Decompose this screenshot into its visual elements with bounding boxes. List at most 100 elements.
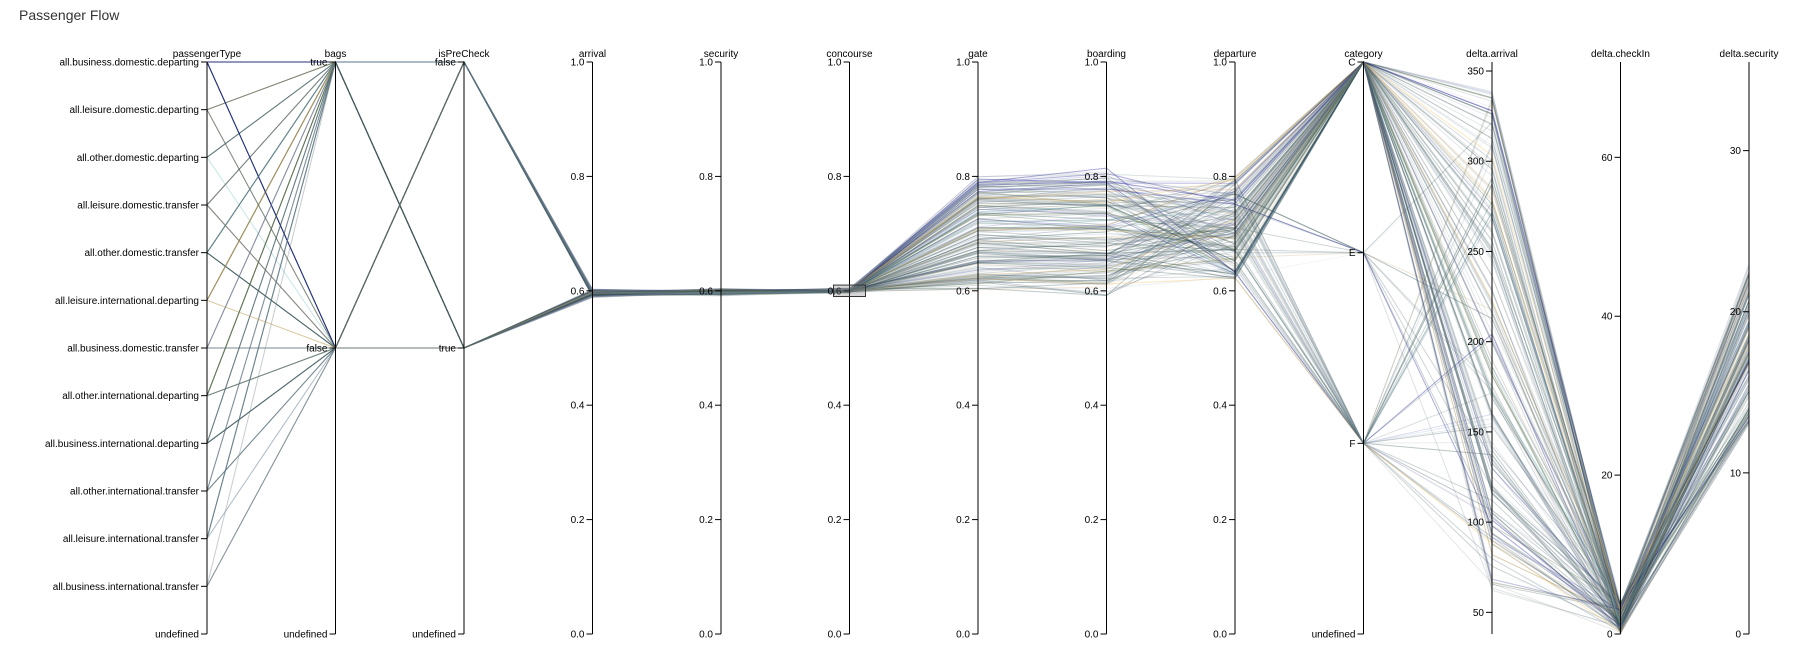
- axis-title[interactable]: departure: [1214, 49, 1257, 60]
- tick-label: 0.4: [1085, 401, 1099, 412]
- tick-label: 200: [1467, 337, 1484, 348]
- tick-label: 0.2: [1085, 515, 1099, 526]
- tick-label: true: [310, 58, 328, 69]
- axis-title[interactable]: category: [1344, 49, 1382, 60]
- tick-label: all.business.domestic.transfer: [67, 344, 199, 355]
- tick-label: 350: [1467, 67, 1484, 78]
- tick-label: all.leisure.international.departing: [55, 296, 199, 307]
- axis-title[interactable]: isPreCheck: [438, 49, 490, 60]
- tick-label: 0.8: [828, 172, 842, 183]
- tick-label: 0.8: [1085, 172, 1099, 183]
- tick-label: all.business.international.departing: [45, 439, 199, 450]
- axis-delta.security: delta.security 30 20 10 0: [1720, 49, 1779, 641]
- tick-label: undefined: [1312, 630, 1356, 641]
- tick-label: 1.0: [699, 58, 713, 69]
- tick-label: true: [439, 344, 457, 355]
- tick-label: 0.8: [956, 172, 970, 183]
- tick-label: undefined: [155, 630, 199, 641]
- tick-label: 1.0: [1085, 58, 1099, 69]
- brush-selection[interactable]: [833, 284, 866, 298]
- tick-label: 0.4: [571, 401, 585, 412]
- tick-label: false: [306, 344, 328, 355]
- tick-label: 0.4: [828, 401, 842, 412]
- axis-title[interactable]: bags: [325, 49, 347, 60]
- tick-label: 0.6: [828, 286, 842, 297]
- tick-label: F: [1349, 439, 1355, 450]
- tick-label: all.other.domestic.departing: [77, 153, 199, 164]
- axis-title[interactable]: boarding: [1087, 49, 1126, 60]
- tick-label: all.business.domestic.departing: [59, 58, 199, 69]
- tick-label: 250: [1467, 247, 1484, 258]
- tick-label: 0: [1607, 630, 1613, 641]
- tick-label: 0.4: [956, 401, 970, 412]
- axis-title[interactable]: delta.arrival: [1466, 49, 1518, 60]
- tick-label: 60: [1601, 153, 1613, 164]
- tick-label: 0.0: [571, 630, 585, 641]
- tick-label: 20: [1730, 307, 1742, 318]
- tick-label: 1.0: [571, 58, 585, 69]
- tick-label: 20: [1601, 471, 1613, 482]
- tick-label: undefined: [284, 630, 328, 641]
- tick-label: 30: [1730, 146, 1742, 157]
- axis-title[interactable]: gate: [968, 49, 988, 60]
- tick-label: 0.6: [571, 286, 585, 297]
- tick-label: 0.4: [1213, 401, 1227, 412]
- tick-label: all.other.international.departing: [62, 391, 199, 402]
- axis-title[interactable]: delta.security: [1720, 49, 1779, 60]
- tick-label: undefined: [412, 630, 456, 641]
- tick-label: 40: [1601, 312, 1613, 323]
- axis-title[interactable]: security: [704, 49, 738, 60]
- tick-label: all.business.international.transfer: [53, 582, 200, 593]
- axis-title[interactable]: arrival: [579, 49, 606, 60]
- tick-label: false: [435, 58, 457, 69]
- axis-title[interactable]: delta.checkIn: [1591, 49, 1650, 60]
- tick-label: 0.2: [956, 515, 970, 526]
- tick-label: all.leisure.international.transfer: [63, 534, 200, 545]
- axis-passengerType: passengerTypeall.business.domestic.depar…: [45, 49, 242, 641]
- tick-label: 0.8: [699, 172, 713, 183]
- tick-label: 1.0: [1213, 58, 1227, 69]
- tick-label: 300: [1467, 157, 1484, 168]
- tick-label: 0.2: [1213, 515, 1227, 526]
- tick-label: 0.0: [956, 630, 970, 641]
- axis-title[interactable]: concourse: [826, 49, 873, 60]
- tick-label: 150: [1467, 427, 1484, 438]
- tick-label: C: [1348, 58, 1355, 69]
- tick-label: 0.4: [699, 401, 713, 412]
- chart-title: Passenger Flow: [19, 7, 120, 23]
- axis-delta.checkIn: delta.checkIn 60 40 20 0: [1591, 49, 1650, 641]
- tick-label: 1.0: [956, 58, 970, 69]
- tick-label: 0.0: [1085, 630, 1099, 641]
- tick-label: 0.6: [699, 286, 713, 297]
- tick-label: 0.2: [828, 515, 842, 526]
- tick-label: 0.8: [571, 172, 585, 183]
- tick-label: all.leisure.domestic.departing: [69, 105, 199, 116]
- tick-label: 0: [1735, 630, 1741, 641]
- tick-label: 0.6: [1213, 286, 1227, 297]
- axis-title[interactable]: passengerType: [173, 49, 242, 60]
- tick-label: E: [1349, 248, 1356, 259]
- tick-label: 1.0: [828, 58, 842, 69]
- tick-label: 0.0: [699, 630, 713, 641]
- tick-label: 0.0: [1213, 630, 1227, 641]
- axis-delta.arrival: delta.arrival 350 300 250 200 150 100 50: [1466, 49, 1518, 634]
- tick-label: all.other.domestic.transfer: [85, 248, 200, 259]
- tick-label: 0.0: [828, 630, 842, 641]
- tick-label: 0.8: [1213, 172, 1227, 183]
- tick-label: 10: [1730, 468, 1742, 479]
- tick-label: 0.6: [1085, 286, 1099, 297]
- tick-label: all.leisure.domestic.transfer: [77, 201, 199, 212]
- tick-label: 0.2: [571, 515, 585, 526]
- tick-label: 0.6: [956, 286, 970, 297]
- tick-label: all.other.international.transfer: [70, 487, 200, 498]
- tick-label: 100: [1467, 518, 1484, 529]
